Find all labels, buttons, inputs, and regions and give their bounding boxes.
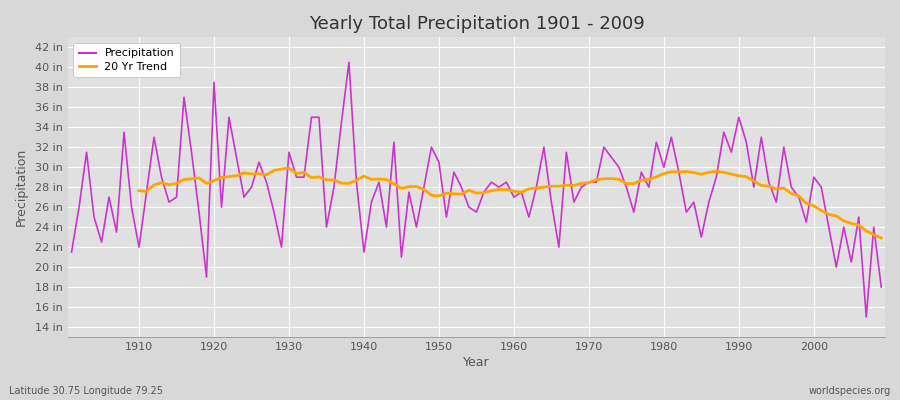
X-axis label: Year: Year [464, 356, 490, 369]
Text: Latitude 30.75 Longitude 79.25: Latitude 30.75 Longitude 79.25 [9, 386, 163, 396]
Legend: Precipitation, 20 Yr Trend: Precipitation, 20 Yr Trend [74, 43, 180, 77]
Title: Yearly Total Precipitation 1901 - 2009: Yearly Total Precipitation 1901 - 2009 [309, 15, 644, 33]
Y-axis label: Precipitation: Precipitation [15, 148, 28, 226]
Text: worldspecies.org: worldspecies.org [809, 386, 891, 396]
